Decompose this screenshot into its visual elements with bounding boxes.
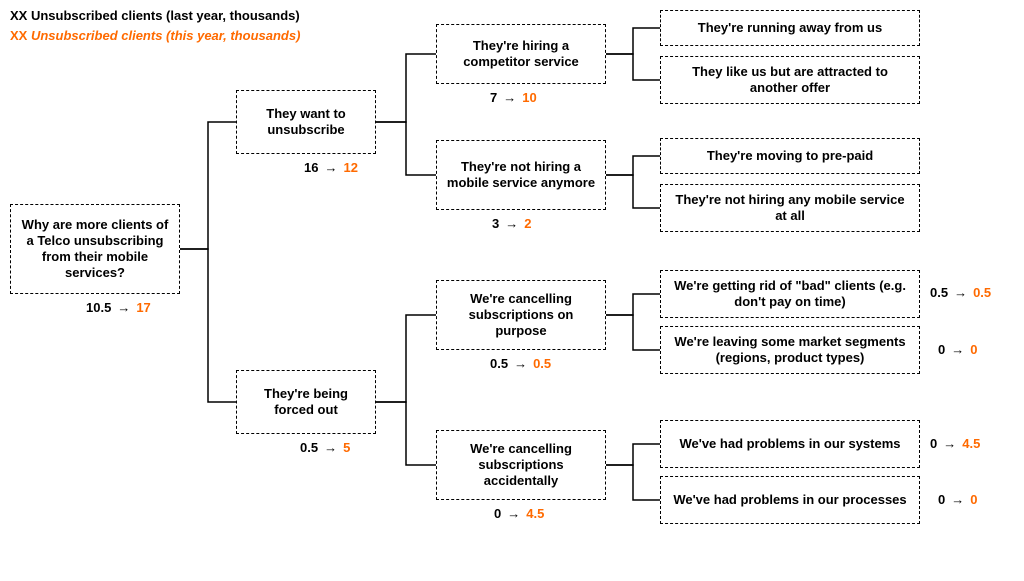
this-year-value: 0: [970, 492, 977, 507]
values-processes: 0 → 0: [938, 492, 977, 507]
last-year-value: 0: [494, 506, 501, 521]
last-year-value: 0: [938, 492, 945, 507]
values-no-hire: 3 → 2: [492, 216, 531, 231]
legend-this-year: XX Unsubscribed clients (this year, thou…: [10, 28, 300, 43]
node-bad-clients: We're getting rid of "bad" clients (e.g.…: [660, 270, 920, 318]
this-year-value: 4.5: [526, 506, 544, 521]
this-year-value: 0: [970, 342, 977, 357]
arrow-icon: →: [943, 436, 956, 451]
this-year-value: 0.5: [973, 285, 991, 300]
node-accidental: We're cancelling subscriptions accidenta…: [436, 430, 606, 500]
legend-last-year: XX Unsubscribed clients (last year, thou…: [10, 8, 300, 23]
values-systems: 0 → 4.5: [930, 436, 980, 451]
arrow-icon: →: [117, 300, 130, 315]
arrow-icon: →: [505, 216, 518, 231]
last-year-value: 7: [490, 90, 497, 105]
last-year-value: 0.5: [300, 440, 318, 455]
node-forced-out: They're being forced out: [236, 370, 376, 434]
legend-prefix: XX: [10, 8, 27, 23]
node-competitor: They're hiring a competitor service: [436, 24, 606, 84]
last-year-value: 0.5: [490, 356, 508, 371]
arrow-icon: →: [951, 492, 964, 507]
arrow-icon: →: [324, 440, 337, 455]
node-on-purpose: We're cancelling subscriptions on purpos…: [436, 280, 606, 350]
values-leave-segments: 0 → 0: [938, 342, 977, 357]
node-no-hire: They're not hiring a mobile service anym…: [436, 140, 606, 210]
this-year-value: 0.5: [533, 356, 551, 371]
values-want: 16 → 12: [304, 160, 358, 175]
values-on-purpose: 0.5 → 0.5: [490, 356, 551, 371]
node-none-at-all: They're not hiring any mobile service at…: [660, 184, 920, 232]
node-root: Why are more clients of a Telco unsubscr…: [10, 204, 180, 294]
arrow-icon: →: [951, 342, 964, 357]
arrow-icon: →: [503, 90, 516, 105]
last-year-value: 16: [304, 160, 318, 175]
last-year-value: 3: [492, 216, 499, 231]
this-year-value: 2: [524, 216, 531, 231]
values-accidental: 0 → 4.5: [494, 506, 544, 521]
node-want-unsubscribe: They want to unsubscribe: [236, 90, 376, 154]
node-leave-segments: We're leaving some market segments (regi…: [660, 326, 920, 374]
this-year-value: 4.5: [962, 436, 980, 451]
node-running-away: They're running away from us: [660, 10, 920, 46]
last-year-value: 0: [938, 342, 945, 357]
this-year-value: 5: [343, 440, 350, 455]
values-forced: 0.5 → 5: [300, 440, 350, 455]
legend-prefix: XX: [10, 28, 27, 43]
last-year-value: 10.5: [86, 300, 111, 315]
this-year-value: 12: [343, 160, 357, 175]
node-systems: We've had problems in our systems: [660, 420, 920, 468]
node-like-us: They like us but are attracted to anothe…: [660, 56, 920, 104]
legend-rest: Unsubscribed clients (this year, thousan…: [27, 28, 300, 43]
node-prepaid: They're moving to pre-paid: [660, 138, 920, 174]
values-bad-clients: 0.5 → 0.5: [930, 285, 991, 300]
arrow-icon: →: [507, 506, 520, 521]
arrow-icon: →: [514, 356, 527, 371]
node-processes: We've had problems in our processes: [660, 476, 920, 524]
values-competitor: 7 → 10: [490, 90, 537, 105]
last-year-value: 0: [930, 436, 937, 451]
arrow-icon: →: [324, 160, 337, 175]
last-year-value: 0.5: [930, 285, 948, 300]
legend-rest: Unsubscribed clients (last year, thousan…: [27, 8, 299, 23]
values-root: 10.5 → 17: [86, 300, 151, 315]
this-year-value: 17: [136, 300, 150, 315]
this-year-value: 10: [522, 90, 536, 105]
arrow-icon: →: [954, 285, 967, 300]
